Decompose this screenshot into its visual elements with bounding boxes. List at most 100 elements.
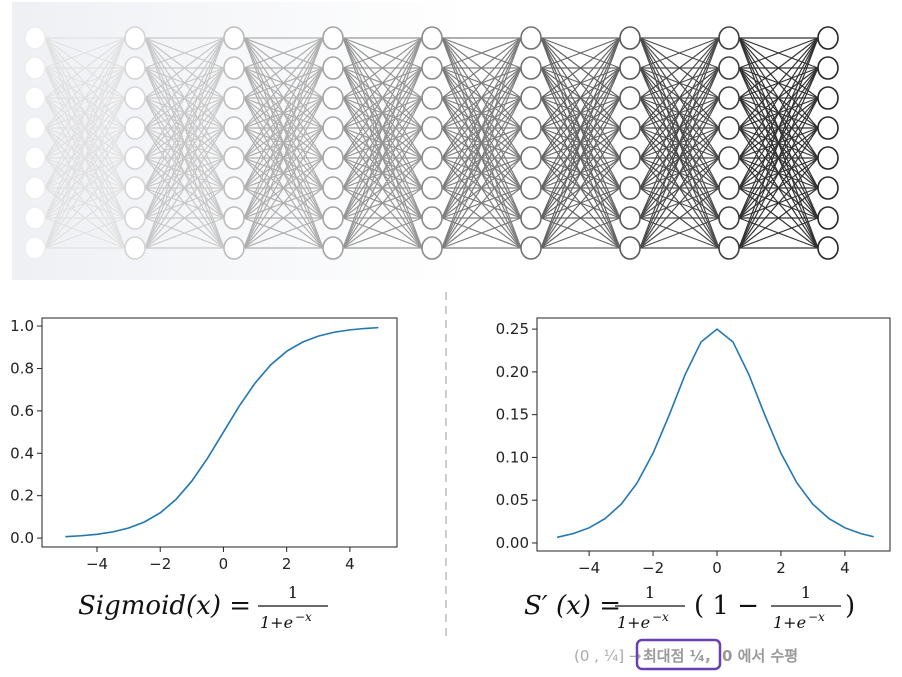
connection: [44, 37, 126, 219]
neuron: [124, 236, 146, 260]
neuron: [421, 176, 443, 200]
neuron: [817, 86, 839, 110]
note-highlight: 최대점 ¼,: [643, 647, 711, 665]
connection: [441, 217, 522, 249]
neuron: [421, 206, 443, 230]
connection: [639, 37, 720, 159]
neuron: [817, 146, 839, 170]
neuron: [817, 236, 839, 260]
connection: [243, 37, 324, 69]
formula-left: Sigmoid(x) = 1 1+e −x: [78, 583, 328, 632]
connection: [738, 217, 819, 249]
neuron: [619, 176, 641, 200]
connection: [639, 37, 720, 99]
formula-den: 1+e: [773, 613, 806, 632]
neuron: [421, 236, 443, 260]
neuron: [619, 146, 641, 170]
formula-lhs: S′ (x) =: [524, 591, 621, 621]
neuron: [421, 26, 443, 50]
connection: [44, 187, 126, 249]
connection: [44, 37, 126, 129]
connection: [639, 97, 720, 249]
plot-frame: [536, 317, 891, 552]
neuron: [322, 116, 344, 140]
neuron: [223, 56, 245, 80]
neuron: [718, 236, 740, 260]
neuron: [817, 26, 839, 50]
connection: [144, 37, 225, 219]
connection: [441, 67, 522, 249]
connection: [540, 127, 621, 249]
connection: [342, 37, 423, 159]
formula-exp: −x: [652, 610, 669, 624]
note: (0 , ¼] → 최대점 ¼, 0 에서 수평: [574, 638, 798, 671]
neuron: [619, 26, 641, 50]
connection: [144, 97, 225, 249]
connection: [738, 37, 819, 219]
formula-num: 1: [288, 583, 298, 602]
x-tick-label: −2: [642, 559, 664, 577]
formula-exp: −x: [808, 610, 825, 624]
neuron: [124, 176, 146, 200]
neuron: [421, 86, 443, 110]
connection: [243, 187, 324, 249]
formula-num: 1: [801, 583, 811, 602]
formula-num: 1: [645, 583, 655, 602]
neuron: [223, 176, 245, 200]
neuron: [718, 26, 740, 50]
connection: [441, 97, 522, 249]
neuron: [124, 26, 146, 50]
connection: [243, 157, 324, 249]
y-tick-label: 0.8: [10, 359, 34, 377]
x-tick-label: −4: [578, 559, 600, 577]
y-tick-label: 0.0: [10, 529, 34, 547]
x-tick-label: 2: [282, 555, 292, 573]
connection: [639, 67, 720, 249]
formula-close: ): [845, 591, 855, 621]
connection: [342, 37, 423, 99]
y-tick-label: 0.4: [10, 444, 34, 462]
neuron: [619, 86, 641, 110]
formula-den: 1+e: [617, 613, 650, 632]
connection: [243, 37, 324, 129]
neuron: [223, 86, 245, 110]
neuron: [24, 26, 46, 50]
connection: [639, 37, 720, 69]
connection: [144, 127, 225, 249]
connection: [441, 187, 522, 249]
neuron: [223, 236, 245, 260]
connection: [243, 127, 324, 249]
neuron: [223, 26, 245, 50]
connection: [540, 187, 621, 249]
neuron: [817, 116, 839, 140]
connection: [44, 37, 126, 99]
neuron: [520, 206, 542, 230]
x-tick-label: 0: [712, 559, 722, 577]
connection: [243, 37, 324, 219]
connection: [342, 67, 423, 249]
connection: [738, 127, 819, 249]
connection: [639, 157, 720, 249]
line-series: [556, 328, 874, 539]
neuron: [322, 56, 344, 80]
connection: [738, 37, 819, 129]
connection: [441, 37, 522, 249]
neuron: [718, 116, 740, 140]
y-tick-label: 0.6: [10, 402, 34, 420]
connection: [540, 157, 621, 249]
y-tick-label: 0.05: [496, 491, 529, 509]
connection: [639, 37, 720, 189]
connection: [243, 37, 324, 189]
connection: [342, 37, 423, 219]
neuron: [817, 206, 839, 230]
neuron: [718, 206, 740, 230]
connection: [738, 37, 819, 189]
connection: [738, 157, 819, 249]
neuron: [520, 86, 542, 110]
connection: [540, 37, 621, 249]
neuron: [520, 26, 542, 50]
plot-frame: [41, 317, 398, 548]
connection: [540, 37, 621, 129]
connection: [342, 217, 423, 249]
note-rest: 0 에서 수평: [722, 647, 798, 665]
